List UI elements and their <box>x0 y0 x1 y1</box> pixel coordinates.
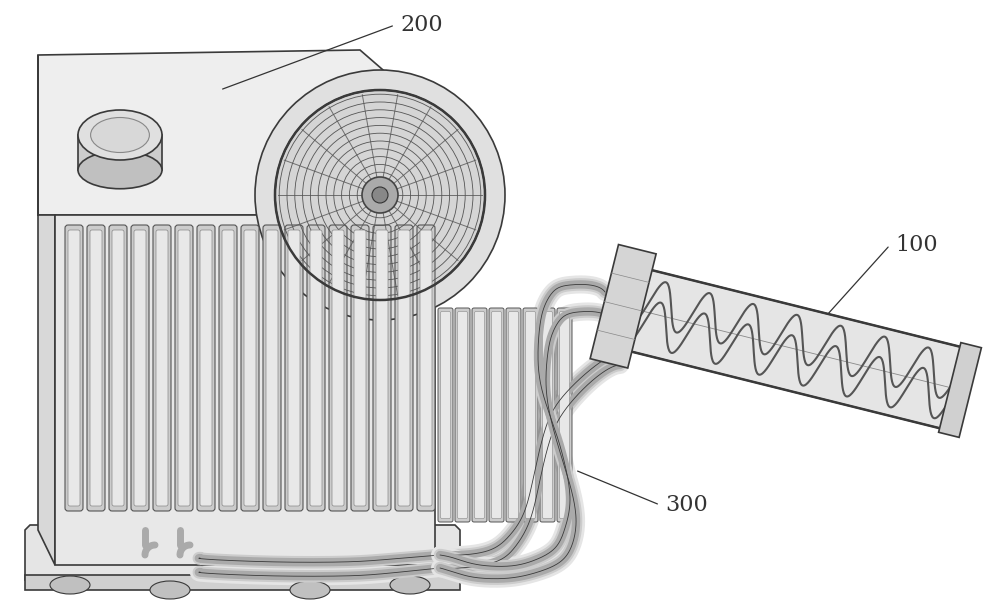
Circle shape <box>255 70 505 320</box>
FancyBboxPatch shape <box>395 225 413 511</box>
FancyBboxPatch shape <box>557 308 572 522</box>
FancyBboxPatch shape <box>307 225 325 511</box>
FancyBboxPatch shape <box>112 230 124 506</box>
FancyBboxPatch shape <box>489 308 504 522</box>
FancyBboxPatch shape <box>68 230 80 506</box>
Ellipse shape <box>78 110 162 160</box>
Ellipse shape <box>91 118 149 153</box>
FancyBboxPatch shape <box>153 225 171 511</box>
FancyBboxPatch shape <box>542 311 552 519</box>
Polygon shape <box>608 264 970 431</box>
FancyBboxPatch shape <box>492 311 502 519</box>
FancyBboxPatch shape <box>373 225 391 511</box>
FancyBboxPatch shape <box>156 230 168 506</box>
FancyBboxPatch shape <box>200 230 212 506</box>
FancyBboxPatch shape <box>509 311 518 519</box>
FancyBboxPatch shape <box>540 308 555 522</box>
Polygon shape <box>78 135 162 170</box>
FancyBboxPatch shape <box>197 225 215 511</box>
FancyBboxPatch shape <box>109 225 127 511</box>
FancyBboxPatch shape <box>222 230 234 506</box>
FancyBboxPatch shape <box>351 225 369 511</box>
Polygon shape <box>55 215 435 565</box>
FancyBboxPatch shape <box>134 230 146 506</box>
Circle shape <box>275 90 485 300</box>
FancyBboxPatch shape <box>376 230 388 506</box>
FancyBboxPatch shape <box>310 230 322 506</box>
FancyBboxPatch shape <box>263 225 281 511</box>
Text: 300: 300 <box>665 494 708 516</box>
FancyBboxPatch shape <box>175 225 193 511</box>
FancyBboxPatch shape <box>440 311 450 519</box>
Ellipse shape <box>390 576 430 594</box>
FancyBboxPatch shape <box>131 225 149 511</box>
FancyBboxPatch shape <box>285 225 303 511</box>
FancyBboxPatch shape <box>523 308 538 522</box>
FancyBboxPatch shape <box>417 225 435 511</box>
FancyBboxPatch shape <box>219 225 237 511</box>
FancyBboxPatch shape <box>458 311 468 519</box>
FancyBboxPatch shape <box>178 230 190 506</box>
Text: 200: 200 <box>400 14 443 36</box>
Circle shape <box>372 187 388 203</box>
FancyBboxPatch shape <box>475 311 484 519</box>
Ellipse shape <box>78 152 162 188</box>
FancyBboxPatch shape <box>90 230 102 506</box>
Ellipse shape <box>290 581 330 599</box>
FancyBboxPatch shape <box>87 225 105 511</box>
FancyBboxPatch shape <box>241 225 259 511</box>
FancyBboxPatch shape <box>65 225 83 511</box>
FancyBboxPatch shape <box>288 230 300 506</box>
FancyBboxPatch shape <box>420 230 432 506</box>
FancyBboxPatch shape <box>266 230 278 506</box>
FancyBboxPatch shape <box>560 311 570 519</box>
FancyBboxPatch shape <box>506 308 521 522</box>
Polygon shape <box>590 245 656 368</box>
Polygon shape <box>25 525 460 580</box>
Ellipse shape <box>50 576 90 594</box>
Text: 100: 100 <box>895 234 938 256</box>
FancyBboxPatch shape <box>526 311 536 519</box>
FancyBboxPatch shape <box>455 308 470 522</box>
Polygon shape <box>939 342 981 438</box>
FancyBboxPatch shape <box>354 230 366 506</box>
FancyBboxPatch shape <box>398 230 410 506</box>
Polygon shape <box>25 575 460 590</box>
Ellipse shape <box>150 581 190 599</box>
FancyBboxPatch shape <box>472 308 487 522</box>
Polygon shape <box>38 55 55 565</box>
FancyBboxPatch shape <box>332 230 344 506</box>
FancyBboxPatch shape <box>438 308 453 522</box>
FancyBboxPatch shape <box>329 225 347 511</box>
Polygon shape <box>38 50 435 215</box>
Circle shape <box>362 177 398 213</box>
FancyBboxPatch shape <box>244 230 256 506</box>
